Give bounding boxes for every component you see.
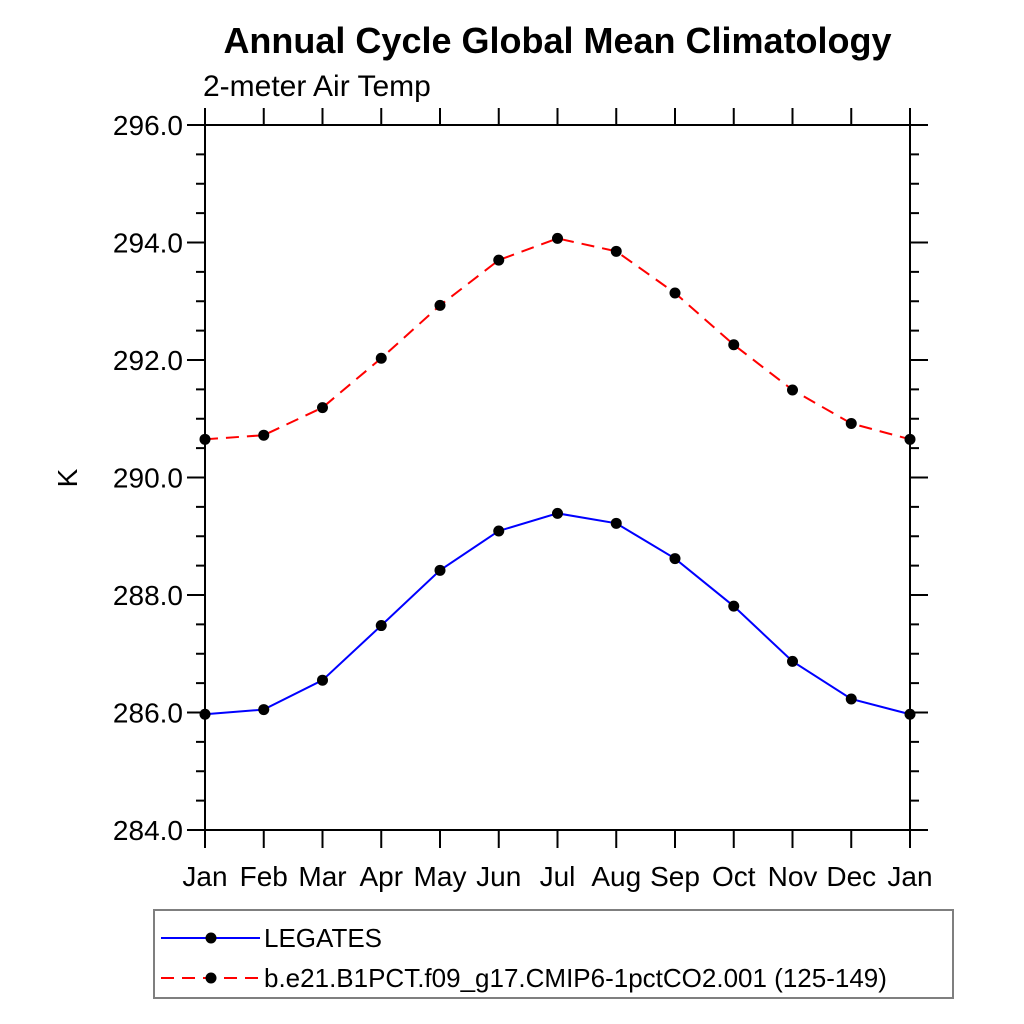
- x-tick-label: May: [414, 861, 467, 892]
- series-1-marker: [258, 429, 270, 441]
- series-1-marker: [493, 254, 505, 266]
- legend-line-sample-1: [161, 972, 260, 984]
- x-tick-label: Jan: [182, 861, 227, 892]
- series-0-marker: [375, 620, 387, 632]
- x-tick-label: Sep: [650, 861, 700, 892]
- legend-sample-marker: [205, 932, 217, 944]
- x-tick-label: Jul: [540, 861, 576, 892]
- series-1-marker: [610, 245, 622, 257]
- legend-label-1: b.e21.B1PCT.f09_g17.CMIP6-1pctCO2.001 (1…: [264, 962, 887, 993]
- x-tick-label: Apr: [359, 861, 403, 892]
- x-tick-label: Aug: [591, 861, 641, 892]
- y-tick-label: 294.0: [113, 228, 183, 259]
- series-1-marker: [845, 417, 857, 429]
- x-tick-label: Jun: [476, 861, 521, 892]
- x-tick-label: Mar: [298, 861, 346, 892]
- legend-label-0: LEGATES: [264, 922, 383, 953]
- y-tick-label: 288.0: [113, 580, 183, 611]
- y-tick-label: 292.0: [113, 345, 183, 376]
- series-1-marker: [552, 232, 563, 244]
- x-tick-label: Dec: [826, 861, 876, 892]
- legend-box: LEGATES b.e21.B1PCT.f09_g17.CMIP6-1pctCO…: [153, 909, 954, 999]
- series-0-marker: [317, 674, 328, 686]
- series-0-marker: [434, 564, 446, 576]
- legend-row-legates: LEGATES: [155, 918, 952, 958]
- series-1-marker: [787, 384, 798, 396]
- series-1-marker: [669, 287, 681, 299]
- plot-frame: [204, 124, 911, 831]
- x-tick-label: Nov: [768, 861, 818, 892]
- series-0-marker: [728, 600, 740, 612]
- series-0-marker: [904, 708, 916, 720]
- series-0-marker: [552, 507, 563, 519]
- y-tick-label: 290.0: [113, 463, 183, 494]
- y-tick-label: 286.0: [113, 698, 183, 729]
- legend-sample-marker: [205, 972, 217, 984]
- chart-title: Annual Cycle Global Mean Climatology: [223, 20, 892, 61]
- series-1-marker: [434, 299, 446, 311]
- series-0-marker: [610, 517, 622, 529]
- x-tick-label: Oct: [712, 861, 756, 892]
- series-0-marker: [199, 708, 211, 720]
- series-0-marker: [669, 553, 681, 565]
- series-0-marker: [258, 704, 270, 716]
- series-0-marker: [845, 693, 857, 705]
- legend-line-sample-0: [161, 932, 260, 944]
- series-0-marker: [493, 525, 505, 537]
- chart-subtitle: 2-meter Air Temp: [203, 70, 431, 103]
- series-1-marker: [317, 402, 328, 414]
- y-tick-label: 284.0: [113, 815, 183, 846]
- series-0-marker: [787, 655, 798, 667]
- series-line-0: [204, 512, 911, 716]
- series-1-marker: [728, 339, 740, 351]
- series-1-marker: [904, 433, 916, 445]
- series-1-marker: [375, 352, 387, 364]
- series-1-marker: [199, 433, 211, 445]
- series-line-1: [204, 237, 911, 441]
- x-tick-label: Feb: [240, 861, 288, 892]
- y-tick-label: 296.0: [113, 110, 183, 141]
- x-tick-label: Jan: [887, 861, 932, 892]
- legend-row-model: b.e21.B1PCT.f09_g17.CMIP6-1pctCO2.001 (1…: [155, 958, 952, 998]
